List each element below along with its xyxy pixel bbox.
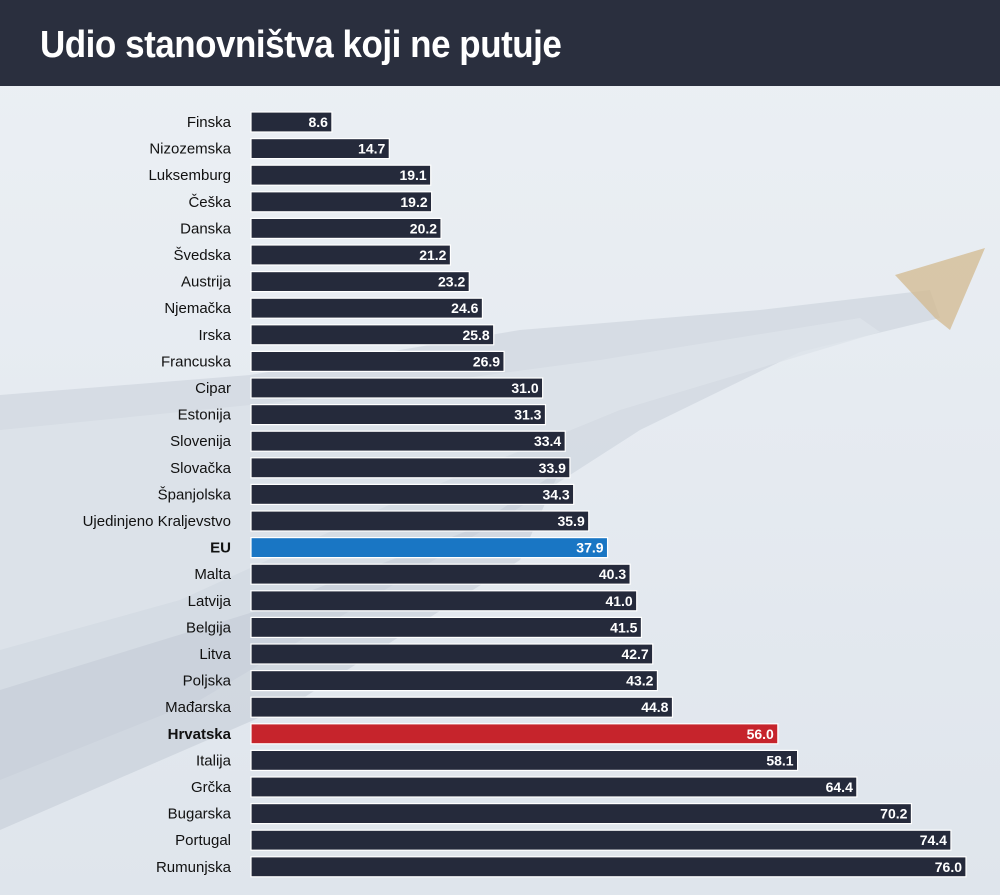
category-label-ceska: Češka <box>188 194 231 211</box>
value-label-malta: 40.3 <box>599 566 626 582</box>
bar-njemacka <box>250 297 484 319</box>
category-label-francuska: Francuska <box>161 353 232 370</box>
category-label-litva: Litva <box>199 646 231 663</box>
value-label-slovenija: 33.4 <box>534 433 561 449</box>
value-label-austrija: 23.2 <box>438 274 465 290</box>
bar-eu <box>250 537 609 559</box>
bar-portugal <box>250 829 952 851</box>
bar-finska <box>250 111 333 133</box>
category-label-danska: Danska <box>180 220 232 237</box>
category-label-belgija: Belgija <box>186 619 232 636</box>
value-label-rumunjska: 76.0 <box>935 859 962 875</box>
value-label-slovacka: 33.9 <box>539 460 566 476</box>
category-label-austrija: Austrija <box>181 274 232 291</box>
bar-belgija <box>250 616 643 639</box>
category-label-spanjolska: Španjolska <box>158 486 232 503</box>
value-label-nizozemska: 14.7 <box>358 141 385 157</box>
category-label-madarska: Mađarska <box>165 699 232 716</box>
chart-title: Udio stanovništva koji ne putuje <box>40 24 562 66</box>
category-label-slovacka: Slovačka <box>170 460 232 477</box>
category-label-slovenija: Slovenija <box>170 433 232 450</box>
value-label-spanjolska: 34.3 <box>542 486 569 502</box>
bar-rumunjska <box>250 856 967 878</box>
value-label-bugarska: 70.2 <box>880 806 907 822</box>
category-label-malta: Malta <box>194 566 231 583</box>
value-label-cipar: 31.0 <box>511 380 538 396</box>
category-label-estonija: Estonija <box>178 407 232 424</box>
value-label-poljska: 43.2 <box>626 673 653 689</box>
value-label-italija: 58.1 <box>766 752 793 768</box>
category-label-luksemburg: Luksemburg <box>148 167 231 184</box>
value-label-irska: 25.8 <box>462 327 489 343</box>
category-label-ujedinjeno-kraljevstvo: Ujedinjeno Kraljevstvo <box>83 513 231 530</box>
value-label-litva: 42.7 <box>621 646 648 662</box>
wing-tip <box>895 248 985 330</box>
category-label-rumunjska: Rumunjska <box>156 859 232 876</box>
value-label-hrvatska: 56.0 <box>747 726 774 742</box>
value-label-portugal: 74.4 <box>920 832 947 848</box>
bar-poljska <box>250 669 659 692</box>
bar-irska <box>250 324 495 346</box>
category-label-nizozemska: Nizozemska <box>149 141 231 158</box>
wing-highlight <box>0 318 880 650</box>
category-label-bugarska: Bugarska <box>168 806 232 823</box>
bar-austrija <box>250 271 470 293</box>
bar-estonija <box>250 404 547 426</box>
bar-italija <box>250 749 799 772</box>
value-label-finska: 8.6 <box>308 114 328 130</box>
bar-ujedinjeno-kraljevstvo <box>250 510 590 532</box>
bar-spanjolska <box>250 483 575 505</box>
bar-malta <box>250 563 631 585</box>
bar-francuska <box>250 350 505 372</box>
category-label-italija: Italija <box>196 752 232 769</box>
category-label-finska: Finska <box>187 114 232 131</box>
category-label-njemacka: Njemačka <box>164 300 231 317</box>
bar-slovenija <box>250 430 566 452</box>
value-label-danska: 20.2 <box>410 220 437 236</box>
value-label-ceska: 19.2 <box>400 194 427 210</box>
bar-latvija <box>250 590 638 612</box>
category-label-irska: Irska <box>198 327 231 344</box>
category-label-cipar: Cipar <box>195 380 231 397</box>
value-label-ujedinjeno-kraljevstvo: 35.9 <box>557 513 584 529</box>
bar-cipar <box>250 377 544 399</box>
value-label-madarska: 44.8 <box>641 699 668 715</box>
value-label-luksemburg: 19.1 <box>399 167 426 183</box>
bar-chart: Finska 8.6 Nizozemska 14.7 Luksemburg 19.1 Češ… <box>83 111 967 878</box>
bar-bugarska <box>250 802 913 825</box>
category-label-hrvatska: Hrvatska <box>168 726 232 743</box>
value-label-grcka: 64.4 <box>826 779 853 795</box>
bar-hrvatska <box>250 723 779 745</box>
bar-luksemburg <box>250 164 432 186</box>
bar-slovacka <box>250 457 571 479</box>
bar-grcka <box>250 776 858 798</box>
category-label-eu: EU <box>210 540 231 557</box>
bar-madarska <box>250 696 674 718</box>
bar-ceska <box>250 191 433 213</box>
header-bar: Udio stanovništva koji ne putuje <box>0 0 1000 86</box>
value-label-latvija: 41.0 <box>605 593 632 609</box>
bar-danska <box>250 217 442 239</box>
category-label-latvija: Latvija <box>188 593 232 610</box>
category-label-grcka: Grčka <box>191 779 232 796</box>
value-label-svedska: 21.2 <box>419 247 446 263</box>
category-label-poljska: Poljska <box>183 673 232 690</box>
value-label-njemacka: 24.6 <box>451 300 478 316</box>
category-label-svedska: Švedska <box>173 247 231 264</box>
bar-svedska <box>250 244 452 266</box>
value-label-belgija: 41.5 <box>610 619 637 635</box>
value-label-eu: 37.9 <box>576 540 603 556</box>
value-label-francuska: 26.9 <box>473 353 500 369</box>
value-label-estonija: 31.3 <box>514 407 541 423</box>
bar-litva <box>250 643 654 665</box>
category-label-portugal: Portugal <box>175 832 231 849</box>
bar-nizozemska <box>250 137 390 160</box>
